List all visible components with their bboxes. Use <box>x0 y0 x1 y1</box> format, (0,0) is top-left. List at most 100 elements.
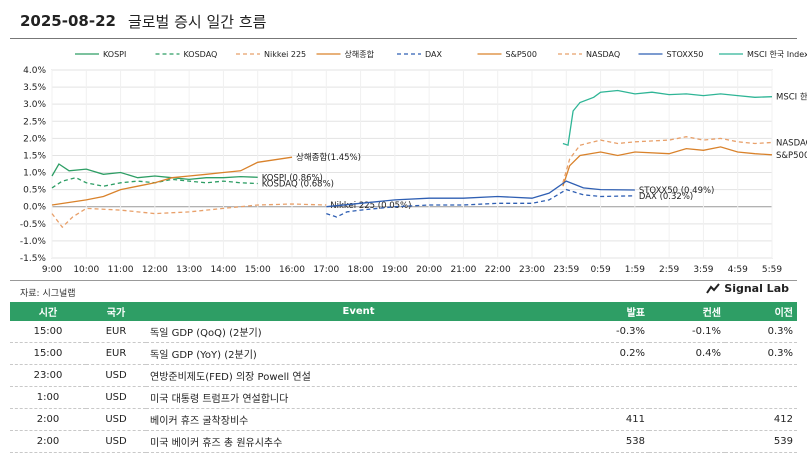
cell-event: 미국 베이커 휴즈 총 원유시추수 <box>146 430 571 453</box>
x-tick-label: 12:00 <box>142 265 168 275</box>
series-line <box>51 177 258 189</box>
y-tick-label: 2.5% <box>23 117 46 127</box>
cell-time: 15:00 <box>10 321 86 343</box>
x-tick-label: 18:00 <box>348 265 374 275</box>
y-tick-label: -1.0% <box>20 237 47 247</box>
y-tick-label: -0.5% <box>20 220 47 230</box>
series-line <box>562 146 773 187</box>
series-line <box>51 163 258 181</box>
cell-previous: 412 <box>725 408 797 431</box>
x-tick-label: 11:00 <box>108 265 134 275</box>
cell-country: EUR <box>86 321 146 343</box>
cell-country: USD <box>86 430 146 453</box>
legend-label: STOXX50 <box>667 50 704 59</box>
table-row: 23:00 USD 연방준비제도(FED) 의장 Powell 연설 <box>10 364 797 387</box>
report-date: 2025-08-22 <box>20 12 116 30</box>
cell-previous: 539 <box>725 430 797 453</box>
series-end-label: Nikkei 225 (0.05%) <box>330 201 411 211</box>
cell-time: 2:00 <box>10 430 86 453</box>
legend-label: KOSDAQ <box>184 50 218 59</box>
cell-actual <box>571 364 649 387</box>
series-end-label: STOXX50 (0.49%) <box>639 186 715 196</box>
x-tick-label: 1:59 <box>625 265 645 275</box>
cell-forecast <box>649 364 725 387</box>
market-chart: 4.0% 3.5% 3.0% 2.5% 2.0% 1.5% 1.0% 0.5% 0.0% -0.5… <box>20 49 807 275</box>
series-line <box>51 203 327 229</box>
col-forecast: 컨센 <box>649 302 725 321</box>
x-tick-label: 23:00 <box>519 265 545 275</box>
y-tick-label: 2.0% <box>23 134 46 144</box>
cell-forecast <box>649 408 725 431</box>
cell-forecast: 0.4% <box>649 342 725 365</box>
table-row: 2:00 USD 베이커 휴즈 굴착장비수 411 412 <box>10 408 797 431</box>
table-row: 1:00 USD 미국 대통령 트럼프가 연설합니다 <box>10 386 797 409</box>
col-time: 시간 <box>10 302 86 321</box>
cell-country: EUR <box>86 342 146 365</box>
legend-label: KOSPI <box>103 50 126 59</box>
legend-label: Nikkei 225 <box>264 50 306 59</box>
cell-actual: 538 <box>571 430 649 453</box>
series-end-label: MSCI 한국 Index Fund (3.22%) <box>776 93 807 103</box>
x-tick-label: 19:00 <box>382 265 408 275</box>
col-event: Event <box>146 302 571 321</box>
y-tick-label: 3.0% <box>23 100 46 110</box>
cell-country: USD <box>86 386 146 409</box>
page-title: 글로벌 증시 일간 흐름 <box>127 12 267 31</box>
calendar-header-row: 시간 국가 Event 발표 컨센 이전 <box>10 302 797 321</box>
cell-previous: 0.3% <box>725 342 797 365</box>
series-line <box>562 136 773 183</box>
y-tick-label: 0.5% <box>23 186 46 196</box>
chart-divider <box>10 280 797 281</box>
cell-country: USD <box>86 364 146 387</box>
y-tick-label: 4.0% <box>23 66 46 76</box>
col-actual: 발표 <box>571 302 649 321</box>
legend-label: S&P500 <box>506 50 537 59</box>
cell-event: 베이커 휴즈 굴착장비수 <box>146 408 571 431</box>
page-header: 2025-08-22 글로벌 증시 일간 흐름 <box>20 8 266 34</box>
col-country: 국가 <box>86 302 146 321</box>
x-tick-label: 17:00 <box>313 265 339 275</box>
brand-logo: Signal Lab <box>706 282 789 295</box>
signal-icon <box>706 282 721 294</box>
x-tick-label: 20:00 <box>416 265 442 275</box>
cell-previous: 0.3% <box>725 321 797 343</box>
cell-previous <box>725 386 797 409</box>
brand-name: Signal Lab <box>724 282 789 295</box>
x-tick-label: 9:00 <box>42 265 62 275</box>
source-note: 자료: 시그널랩 <box>20 289 76 299</box>
x-tick-label: 22:00 <box>485 265 511 275</box>
cell-forecast <box>649 386 725 409</box>
x-tick-label: 15:00 <box>245 265 271 275</box>
y-tick-label: 0.0% <box>23 203 46 213</box>
header-divider <box>10 38 797 39</box>
x-tick-label: 23:59 <box>553 265 579 275</box>
series-line <box>562 89 773 147</box>
x-tick-label: 4:59 <box>728 265 748 275</box>
table-row: 15:00 EUR 독일 GDP (YoY) (2분기) 0.2% 0.4% 0… <box>10 342 797 365</box>
series-end-label: KOSDAQ (0.68%) <box>262 179 334 189</box>
cell-event: 연방준비제도(FED) 의장 Powell 연설 <box>146 364 571 387</box>
x-tick-label: 13:00 <box>176 265 202 275</box>
cell-time: 15:00 <box>10 342 86 365</box>
cell-actual <box>571 386 649 409</box>
cell-forecast: -0.1% <box>649 321 725 343</box>
x-tick-label: 10:00 <box>73 265 99 275</box>
legend-label: MSCI 한국 Index Fund <box>747 50 807 59</box>
series-end-label: DAX (0.32%) <box>639 192 693 202</box>
cell-actual: -0.3% <box>571 321 649 343</box>
col-previous: 이전 <box>725 302 797 321</box>
legend-label: NASDAQ <box>586 50 620 59</box>
series-end-label: NASDAQ (1.88%) <box>776 138 807 148</box>
cell-forecast <box>649 430 725 453</box>
x-tick-label: 14:00 <box>210 265 236 275</box>
x-tick-label: 2:59 <box>659 265 679 275</box>
series-line <box>326 180 635 208</box>
series-end-label: 상해종합(1.45%) <box>296 152 361 163</box>
economic-calendar: 시간 국가 Event 발표 컨센 이전 15:00 EUR 독일 GDP (Q… <box>10 302 797 453</box>
cell-time: 1:00 <box>10 386 86 409</box>
series-end-label: KOSPI (0.86%) <box>262 173 323 183</box>
cell-actual: 0.2% <box>571 342 649 365</box>
series-end-label: S&P500 (1.52%) <box>776 151 807 161</box>
cell-time: 2:00 <box>10 408 86 431</box>
series-line <box>51 156 293 206</box>
